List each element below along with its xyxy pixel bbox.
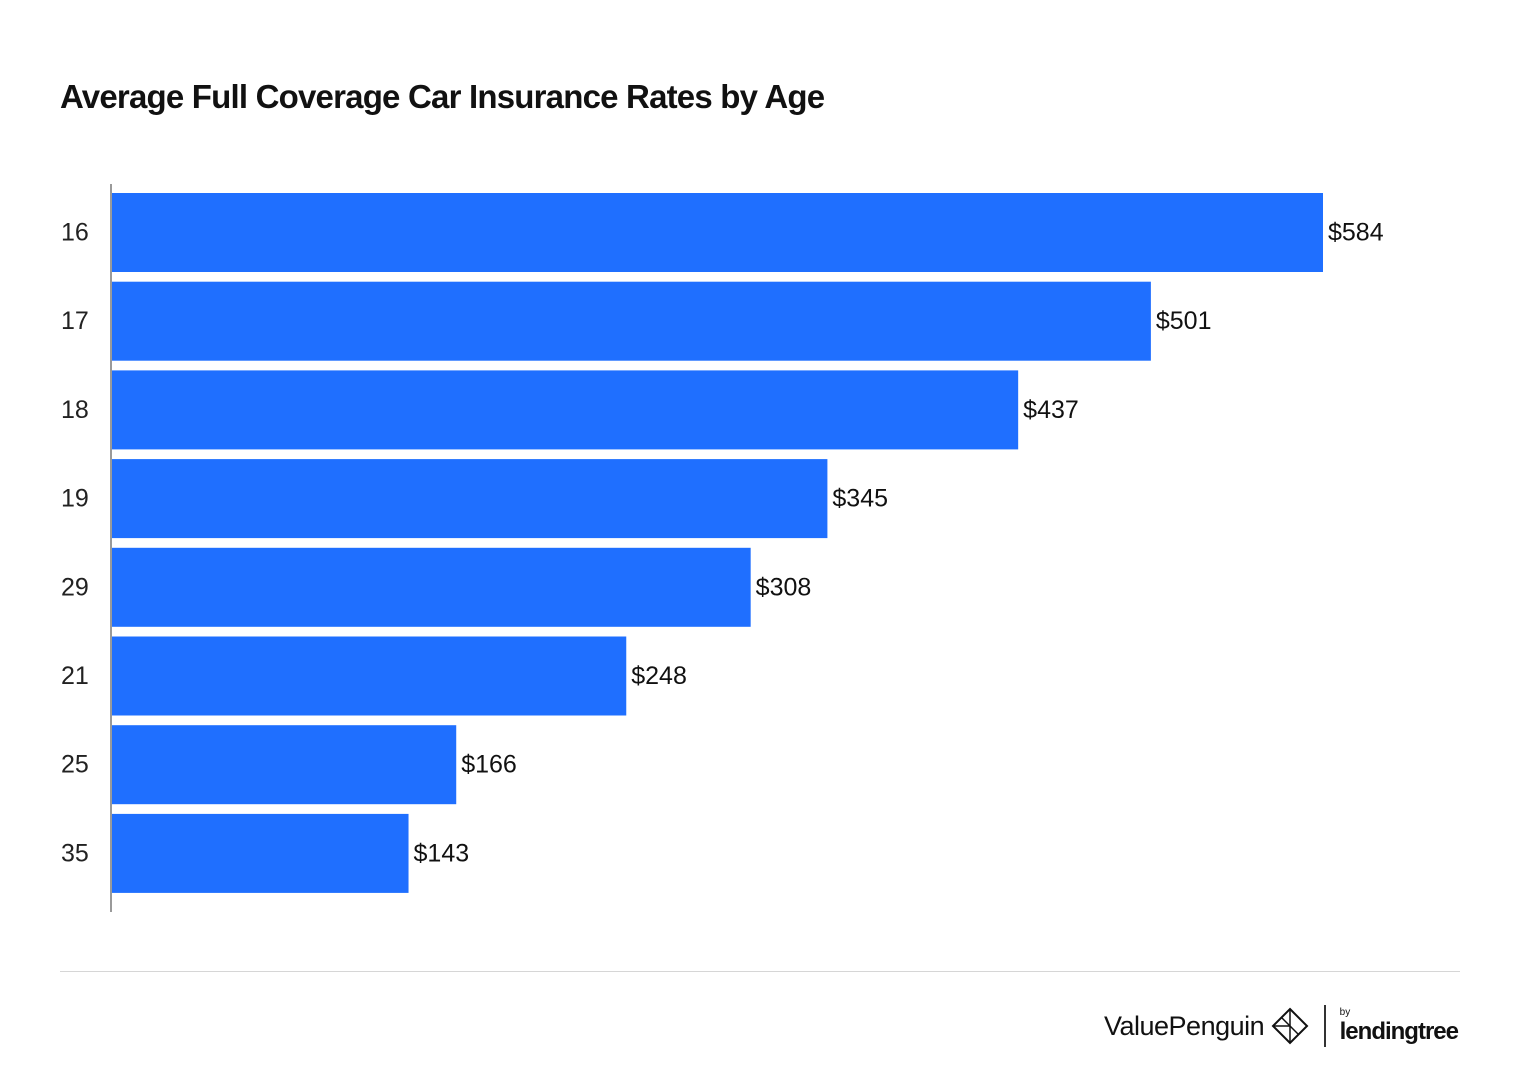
bars-group: [112, 193, 1323, 893]
value-label-17: $501: [1156, 307, 1212, 335]
value-label-16: $584: [1328, 219, 1384, 247]
value-label-21: $248: [631, 662, 687, 690]
footer-branding: ValuePenguin by lendingtree: [1104, 1002, 1459, 1050]
category-label-18: 18: [61, 396, 89, 424]
bar-chart: 16 17 18 19 29 21 25 35 $584 $501 $437 $345 $308 $24…: [61, 184, 1384, 912]
value-label-18: $437: [1023, 396, 1079, 424]
bar-age-21: [112, 636, 627, 716]
category-label-25: 25: [61, 751, 89, 779]
bar-age-18: [112, 370, 1019, 450]
value-label-35: $143: [414, 839, 470, 867]
bar-age-35: [112, 813, 409, 893]
category-label-35: 35: [61, 839, 89, 867]
category-label-21: 21: [61, 662, 89, 690]
bar-age-25: [112, 725, 457, 805]
bar-age-19: [112, 459, 828, 539]
partner-logo: by lendingtree: [1339, 1007, 1459, 1045]
value-label-19: $345: [832, 485, 888, 513]
category-labels-group: 16 17 18 19 29 21 25 35: [61, 219, 89, 868]
category-label-17: 17: [61, 307, 89, 335]
chart-title: Average Full Coverage Car Insurance Rate…: [60, 78, 825, 115]
footer-divider: [60, 971, 1460, 972]
valuepenguin-logo-icon: [1271, 1007, 1309, 1045]
partner-prefix: by: [1339, 1007, 1351, 1018]
brand-name: ValuePenguin: [1104, 1010, 1265, 1041]
bar-age-16: [112, 193, 1323, 272]
value-label-29: $308: [756, 573, 812, 601]
bar-age-17: [112, 281, 1151, 361]
category-label-19: 19: [61, 485, 89, 513]
value-label-25: $166: [461, 751, 517, 779]
partner-name: lendingtree: [1339, 1018, 1459, 1045]
bar-age-29: [112, 547, 751, 627]
brand-separator: [1324, 1005, 1326, 1047]
value-labels-group: $584 $501 $437 $345 $308 $248 $166 $143: [414, 219, 1384, 868]
category-label-16: 16: [61, 219, 89, 247]
category-label-29: 29: [61, 573, 89, 601]
